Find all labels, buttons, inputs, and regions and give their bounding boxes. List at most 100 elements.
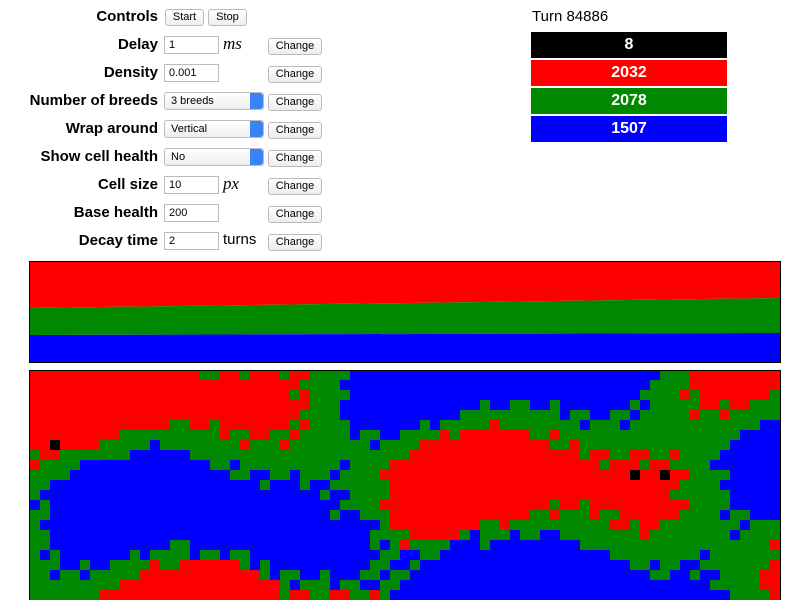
cell — [220, 530, 230, 540]
button[interactable]: Change — [268, 66, 322, 83]
cell — [180, 450, 190, 460]
cell — [530, 370, 540, 380]
cell — [550, 490, 560, 500]
cell — [290, 400, 300, 410]
cell — [490, 450, 500, 460]
cell — [450, 580, 460, 590]
cell — [460, 380, 470, 390]
cell — [110, 430, 120, 440]
button[interactable]: Stop — [208, 9, 247, 26]
cell — [190, 420, 200, 430]
button[interactable]: Change — [268, 38, 322, 55]
cell — [240, 560, 250, 570]
cell — [270, 400, 280, 410]
button[interactable]: Change — [268, 178, 322, 195]
cell — [260, 540, 270, 550]
button[interactable]: Change — [268, 122, 322, 139]
cell — [640, 560, 650, 570]
cell — [670, 540, 680, 550]
cell — [180, 410, 190, 420]
text-input[interactable]: 10 — [164, 176, 219, 194]
cell — [470, 480, 480, 490]
cell — [230, 590, 240, 600]
cell — [230, 430, 240, 440]
cell — [660, 410, 670, 420]
cell — [540, 550, 550, 560]
cell — [660, 590, 670, 600]
cell — [180, 520, 190, 530]
cell — [550, 580, 560, 590]
select[interactable]: No — [164, 148, 264, 166]
button[interactable]: Change — [268, 206, 322, 223]
cell — [70, 450, 80, 460]
cell — [40, 450, 50, 460]
text-input[interactable]: 1 — [164, 36, 219, 54]
cell — [70, 570, 80, 580]
cell — [740, 490, 750, 500]
cell — [150, 450, 160, 460]
cell — [140, 440, 150, 450]
cell — [290, 510, 300, 520]
cell — [640, 580, 650, 590]
button[interactable]: Change — [268, 94, 322, 111]
cell — [650, 540, 660, 550]
cell — [480, 380, 490, 390]
cell — [320, 500, 330, 510]
cell — [290, 540, 300, 550]
cell — [480, 390, 490, 400]
cell — [520, 430, 530, 440]
button[interactable]: Change — [268, 234, 322, 251]
cell — [460, 470, 470, 480]
cell — [360, 590, 370, 600]
text-input[interactable]: 200 — [164, 204, 219, 222]
text-input[interactable]: 2 — [164, 232, 219, 250]
cell — [260, 460, 270, 470]
cell — [50, 410, 60, 420]
cell — [480, 460, 490, 470]
cell — [450, 520, 460, 530]
button[interactable]: Start — [165, 9, 204, 26]
cell — [370, 510, 380, 520]
button[interactable]: Change — [268, 150, 322, 167]
cell — [660, 500, 670, 510]
cell — [260, 430, 270, 440]
cell — [720, 590, 730, 600]
cell — [280, 550, 290, 560]
cell — [560, 430, 570, 440]
cell — [150, 530, 160, 540]
cell — [650, 550, 660, 560]
cell — [50, 380, 60, 390]
cell — [370, 580, 380, 590]
cell — [560, 440, 570, 450]
control-label: Controls — [96, 8, 158, 25]
cell — [200, 440, 210, 450]
cell — [520, 450, 530, 460]
select[interactable]: 3 breeds — [164, 92, 264, 110]
cell — [110, 580, 120, 590]
cell — [430, 450, 440, 460]
cell — [50, 570, 60, 580]
cell — [670, 470, 680, 480]
cell — [530, 520, 540, 530]
cell — [180, 500, 190, 510]
population-count: 2032 — [531, 60, 727, 86]
cell — [510, 530, 520, 540]
cell — [500, 420, 510, 430]
cell — [530, 400, 540, 410]
cell — [330, 420, 340, 430]
cell — [330, 450, 340, 460]
cell — [280, 500, 290, 510]
text-input[interactable]: 0.001 — [164, 64, 219, 82]
cell — [590, 370, 600, 380]
cell — [150, 500, 160, 510]
cell — [600, 520, 610, 530]
cell — [380, 590, 390, 600]
cell — [750, 540, 760, 550]
select[interactable]: Vertical — [164, 120, 264, 138]
cell — [760, 490, 770, 500]
cell — [610, 580, 620, 590]
cell — [580, 400, 590, 410]
cell — [570, 560, 580, 570]
cell — [490, 440, 500, 450]
